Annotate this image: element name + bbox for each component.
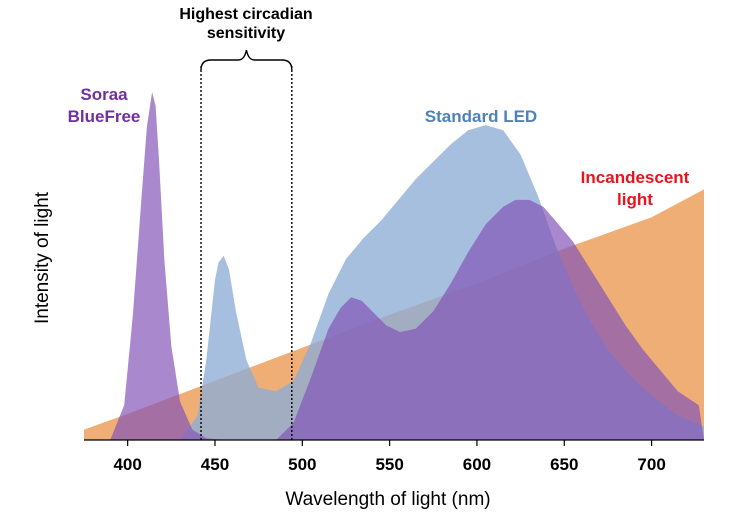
series-label-incandescent-light-2: light [617,190,653,209]
bracket-label-line1: Highest circadian [179,6,312,23]
x-tick-label-400: 400 [113,455,141,474]
series-labels: Incandescent light Standard LED Soraa BlueFr… [68,85,690,209]
curly-brace [200,49,293,71]
x-tick-label-450: 450 [201,455,229,474]
series-label-standard-led-1: Standard LED [425,107,537,126]
x-tick-label-700: 700 [637,455,665,474]
x-tick-label-550: 550 [375,455,403,474]
bracket-label-line2: sensitivity [207,25,285,42]
series-label-soraa-bluefree-2: BlueFree [68,107,141,126]
axes: 400 450 500 550 600 650 700 [84,439,704,474]
circadian-bracket [200,49,293,440]
x-tick-label-600: 600 [463,455,491,474]
x-tick-label-650: 650 [550,455,578,474]
x-axis-label: Wavelength of light (nm) [285,489,490,510]
area-soraa-bluefree [84,92,704,440]
series-label-soraa-bluefree-1: Soraa [80,85,128,104]
x-tick-label-500: 500 [288,455,316,474]
y-axis-label: Intensity of light [32,191,53,324]
series-areas [84,92,704,440]
series-label-incandescent-light-1: Incandescent [581,168,690,187]
